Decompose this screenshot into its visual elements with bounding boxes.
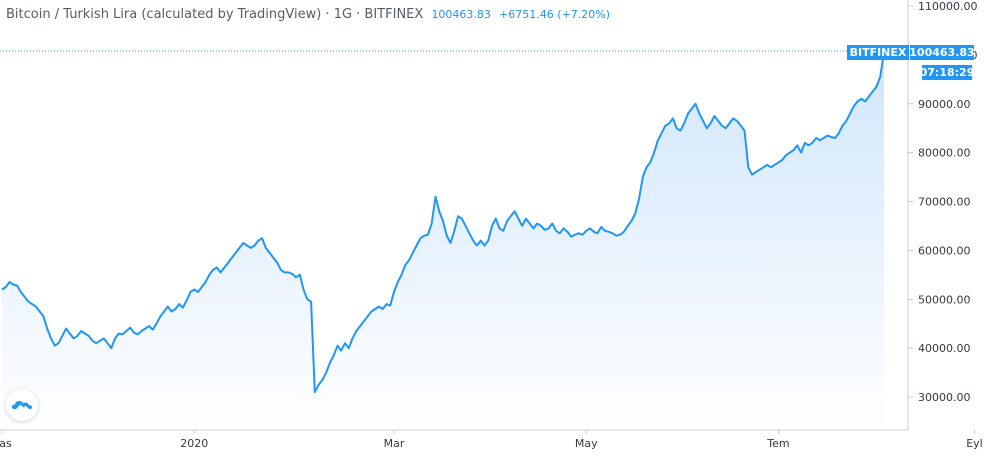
x-tick-label: 2020 xyxy=(180,437,208,450)
time-scale[interactable]: Kas2020MarMayTemEyl5 xyxy=(0,430,984,450)
y-tick-label: 110000.00 xyxy=(918,0,978,13)
last-price-tag-label: 100463.83 xyxy=(909,46,974,59)
x-tick-label: May xyxy=(575,437,598,450)
price-line-group xyxy=(1,52,885,394)
symbol-title: Bitcoin / Turkish Lira (calculated by Tr… xyxy=(6,7,424,22)
x-tick-label: Tem xyxy=(766,437,789,450)
price-tag: BITFINEX 100463.83 07:18:29 xyxy=(847,45,975,80)
countdown-tag-bg xyxy=(922,65,972,80)
exchange-tag-bg xyxy=(847,45,909,60)
y-tick-label: 60000.00 xyxy=(918,244,971,257)
cloud-mountain-icon xyxy=(12,401,32,409)
tradingview-cloud-icon[interactable] xyxy=(6,389,38,421)
y-tick-label: 90000.00 xyxy=(918,98,971,111)
y-tick-label: 40000.00 xyxy=(918,342,971,355)
y-tick-label: 30000.00 xyxy=(918,391,971,404)
x-tick-label: Mar xyxy=(384,437,405,450)
exchange-tag-label: BITFINEX xyxy=(850,46,907,59)
countdown-tag-label: 07:18:29 xyxy=(920,66,975,79)
last-price-tag-bg xyxy=(910,45,974,60)
price-area xyxy=(2,52,884,431)
series-line xyxy=(1,52,885,394)
y-tick-label: 80000.00 xyxy=(918,147,971,160)
series-area-fill xyxy=(2,52,884,431)
y-tick-label: 70000.00 xyxy=(918,196,971,209)
y-tick-label: 50000.00 xyxy=(918,293,971,306)
legend-last-price: 100463.83 xyxy=(431,8,491,21)
price-scale[interactable]: 30000.00 40000.00 50000.00 60000.00 70000.00… xyxy=(908,0,978,404)
chart-legend: Bitcoin / Turkish Lira (calculated by Tr… xyxy=(6,7,610,22)
legend-change: +6751.46 (+7.20%) xyxy=(499,8,611,21)
x-tick-label: Kas xyxy=(0,437,12,450)
x-tick-label: Eyl xyxy=(966,437,983,450)
